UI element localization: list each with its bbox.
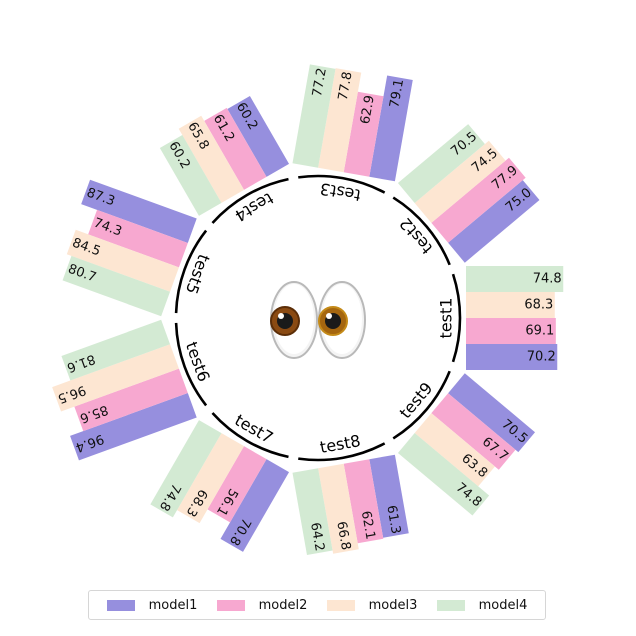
- value-label-model2-test1: 69.1: [525, 324, 554, 339]
- group-label-test6: test6: [182, 339, 214, 384]
- bar-model2-test2: [431, 157, 526, 243]
- legend-swatch-model3: [326, 599, 355, 611]
- bar-model1-test2: [448, 180, 540, 263]
- bar-model1-test5: [81, 179, 197, 243]
- bar-model2-test3: [343, 91, 384, 177]
- legend-label-model3: model3: [368, 597, 418, 613]
- bar-model3-test1: [466, 292, 555, 318]
- value-label-model3-test8: 66.8: [333, 520, 353, 551]
- eyes-emoji-icon: [270, 281, 366, 359]
- group-label-test4: test4: [232, 189, 277, 226]
- bar-model4-test8: [292, 468, 333, 555]
- group-label-test7: test7: [232, 410, 277, 447]
- bar-model2-test7: [207, 446, 267, 523]
- value-label-model1-test1: 70.2: [527, 350, 556, 365]
- legend-swatch-model4: [436, 599, 465, 611]
- bar-model4-test1: [466, 266, 564, 292]
- group-label-test3: test3: [318, 179, 362, 205]
- group-arc-test3: [298, 174, 386, 194]
- legend-label-model2: model2: [258, 597, 308, 613]
- bar-model3-test6: [52, 344, 179, 412]
- bar-model1-test3: [369, 75, 413, 182]
- bar-model4-test2: [397, 124, 485, 203]
- group-arc-test4: [211, 177, 289, 224]
- value-label-model4-test3: 77.2: [310, 67, 330, 98]
- bar-model1-test9: [448, 373, 536, 453]
- group-arc-test6: [174, 322, 208, 407]
- value-label-model4-test8: 64.2: [307, 521, 327, 552]
- group-arc-test7: [211, 412, 289, 459]
- bar-model1-test6: [70, 393, 197, 461]
- group-arc-test1: [451, 273, 462, 363]
- bar-model1-test4: [227, 96, 290, 177]
- bar-model4-test7: [150, 420, 222, 518]
- bar-model3-test9: [414, 413, 495, 487]
- bar-model3-test4: [178, 115, 244, 203]
- legend-item-model2: model2: [216, 597, 308, 613]
- bar-model3-test5: [66, 229, 179, 292]
- bar-model3-test7: [177, 433, 244, 524]
- value-label-model1-test8: 61.3: [383, 504, 403, 535]
- bar-model2-test8: [343, 459, 384, 544]
- bar-model4-test4: [159, 135, 222, 216]
- value-label-model4-test1: 74.8: [533, 272, 562, 287]
- bars-layer: [52, 64, 564, 555]
- bar-model4-test3: [292, 64, 336, 168]
- bar-model3-test2: [414, 140, 506, 223]
- value-label-model1-test3: 79.1: [387, 78, 407, 109]
- bar-model1-test1: [466, 344, 558, 370]
- group-arcs-layer: [174, 174, 462, 462]
- group-arc-test2: [392, 196, 451, 266]
- group-arc-test5: [174, 229, 208, 314]
- bar-model3-test8: [318, 463, 359, 554]
- legend-item-model4: model4: [436, 597, 528, 613]
- bar-model2-test9: [431, 393, 516, 470]
- value-label-model2-test8: 62.1: [358, 510, 378, 541]
- group-label-test8: test8: [318, 431, 362, 457]
- legend: model1 model2 model3 model4: [88, 590, 546, 620]
- bar-model4-test6: [61, 319, 171, 381]
- bar-model3-test3: [318, 68, 362, 173]
- group-label-test1: test1: [437, 298, 456, 339]
- bar-model4-test9: [397, 433, 490, 516]
- bar-model1-test8: [369, 454, 409, 538]
- legend-item-model3: model3: [326, 597, 418, 613]
- bar-model2-test6: [74, 368, 188, 432]
- group-arc-test8: [298, 442, 386, 462]
- bar-model2-test1: [466, 318, 556, 344]
- legend-label-model4: model4: [478, 597, 528, 613]
- eye-glint-2: [326, 313, 332, 319]
- legend-swatch-model1: [106, 599, 135, 611]
- legend-item-model1: model1: [106, 597, 198, 613]
- legend-label-model1: model1: [148, 597, 198, 613]
- bar-model4-test5: [62, 255, 171, 317]
- legend-swatch-model2: [216, 599, 245, 611]
- bar-model2-test5: [88, 209, 188, 268]
- bar-model2-test4: [204, 107, 267, 190]
- eye-glint-1: [278, 313, 284, 319]
- value-label-model2-test3: 62.9: [358, 94, 378, 125]
- group-label-test5: test5: [182, 252, 214, 297]
- value-label-model3-test3: 77.8: [336, 71, 356, 102]
- value-label-model3-test1: 68.3: [524, 298, 553, 313]
- bar-model1-test7: [220, 459, 290, 552]
- group-arc-test9: [392, 370, 451, 440]
